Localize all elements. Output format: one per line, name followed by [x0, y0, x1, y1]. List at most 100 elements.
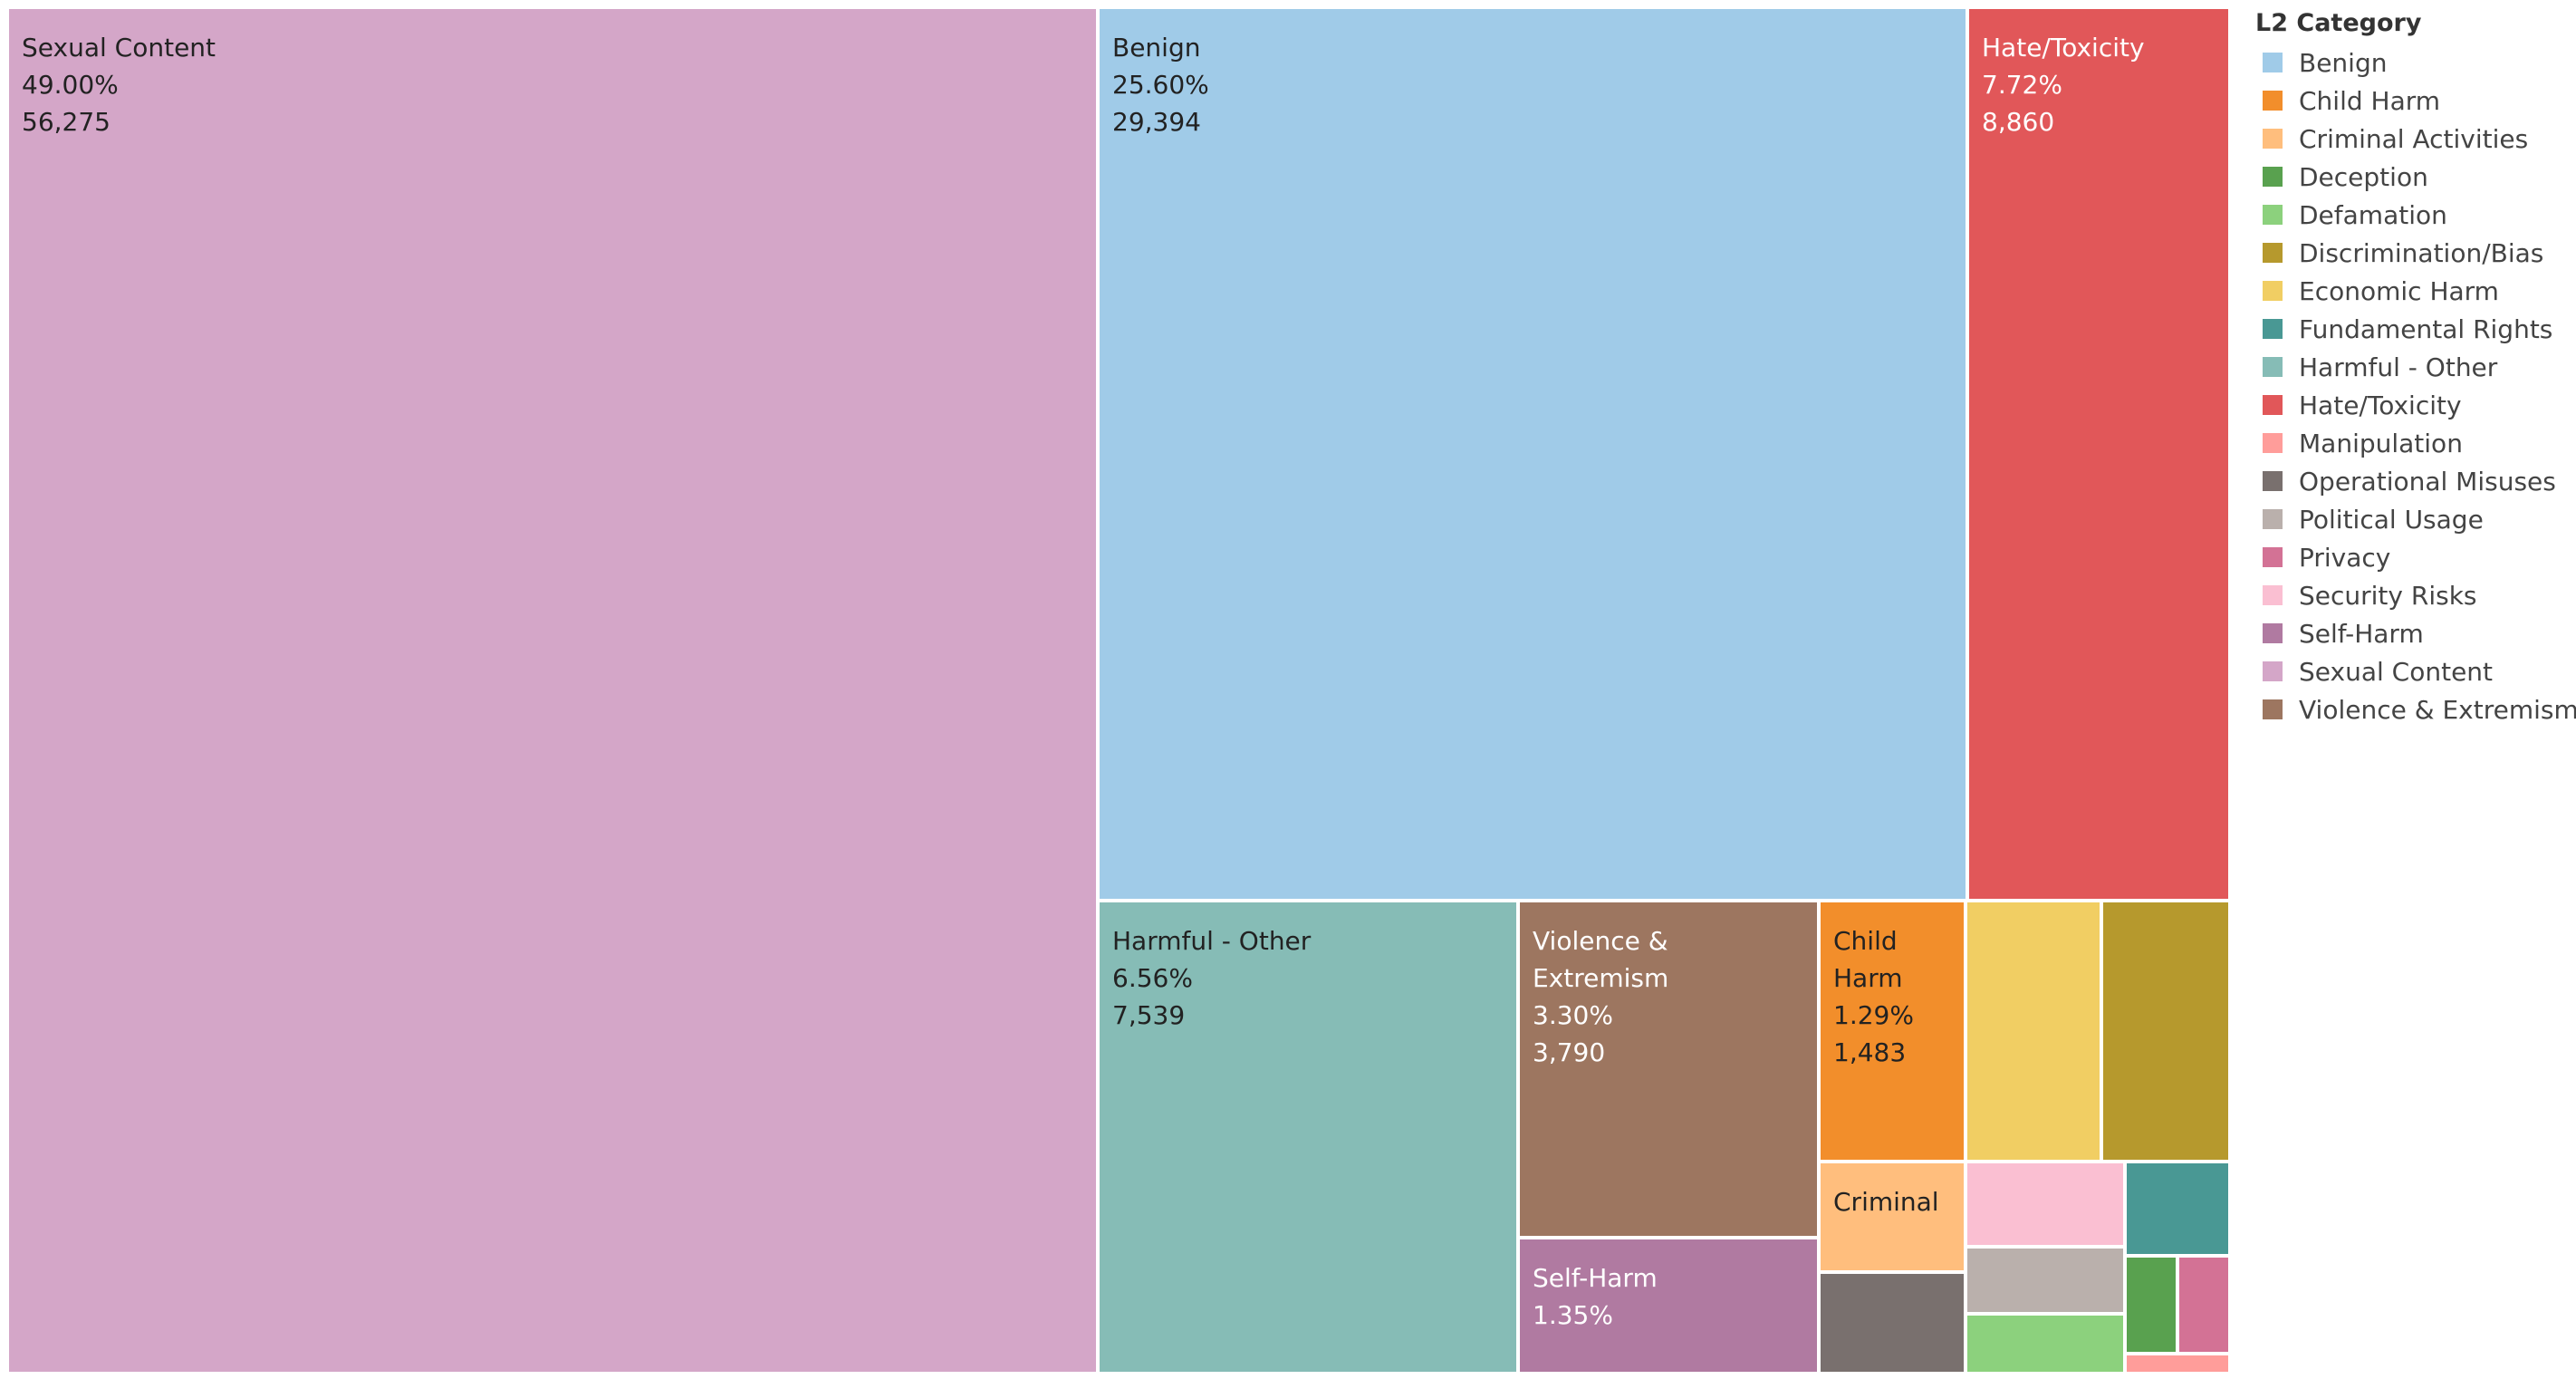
tile-percent-harmful-other: 6.56% [1112, 963, 1193, 993]
tile-harmful-other: Harmful - Other 6.56% 7,539 [1098, 901, 1518, 1374]
tile-name-violence-extremism: Violence & Extremism [1533, 926, 1669, 993]
tile-count-hate-toxicity: 8,860 [1982, 107, 2055, 137]
tile-privacy [2177, 1256, 2230, 1354]
legend-item-deception: Deception [2254, 158, 2576, 196]
legend-label-political-usage: Political Usage [2299, 504, 2484, 535]
legend-item-manipulation: Manipulation [2254, 424, 2576, 462]
tile-manipulation [2125, 1354, 2230, 1374]
legend-item-operational-misuses: Operational Misuses [2254, 462, 2576, 500]
tile-text-child-harm: Child Harm 1.29% 1,483 [1833, 922, 1958, 1071]
legend: L2 Category Benign Child Harm Criminal Act… [2254, 5, 2576, 728]
legend-label-sexual-content: Sexual Content [2299, 656, 2494, 687]
tile-count-sexual-content: 56,275 [22, 107, 111, 137]
legend-label-defamation: Defamation [2299, 199, 2447, 230]
legend-item-security-risks: Security Risks [2254, 576, 2576, 614]
tile-text-criminal-activities: Criminal [1833, 1183, 1958, 1220]
legend-item-violence-extremism: Violence & Extremism [2254, 690, 2576, 728]
legend-swatch-operational-misuses [2263, 471, 2283, 491]
tile-sexual-content: Sexual Content 49.00% 56,275 [7, 7, 1098, 1374]
legend-label-violence-extremism: Violence & Extremism [2299, 694, 2576, 725]
legend-swatch-defamation [2263, 205, 2283, 225]
tile-deception [2125, 1256, 2177, 1354]
legend-item-sexual-content: Sexual Content [2254, 652, 2576, 690]
legend-items: Benign Child Harm Criminal Activities Decep… [2254, 43, 2576, 728]
legend-item-self-harm: Self-Harm [2254, 614, 2576, 652]
tile-name-sexual-content: Sexual Content [22, 33, 216, 63]
legend-item-child-harm: Child Harm [2254, 82, 2576, 120]
tile-count-child-harm: 1,483 [1833, 1037, 1907, 1067]
tile-benign: Benign 25.60% 29,394 [1098, 7, 1967, 901]
legend-swatch-sexual-content [2263, 661, 2283, 681]
tile-name-harmful-other: Harmful - Other [1112, 926, 1312, 956]
tile-text-violence-extremism: Violence & Extremism 3.30% 3,790 [1533, 922, 1812, 1071]
tile-discrimination-bias [2101, 901, 2230, 1162]
legend-swatch-security-risks [2263, 585, 2283, 605]
legend-item-hate-toxicity: Hate/Toxicity [2254, 386, 2576, 424]
legend-label-security-risks: Security Risks [2299, 580, 2477, 611]
legend-swatch-hate-toxicity [2263, 395, 2283, 415]
legend-swatch-fundamental-rights [2263, 319, 2283, 339]
tile-percent-self-harm: 1.35% [1533, 1300, 1613, 1330]
tile-child-harm: Child Harm 1.29% 1,483 [1819, 901, 1966, 1162]
legend-label-benign: Benign [2299, 47, 2388, 78]
legend-item-benign: Benign [2254, 43, 2576, 82]
legend-label-deception: Deception [2299, 161, 2428, 192]
legend-swatch-privacy [2263, 547, 2283, 567]
legend-swatch-harmful-other [2263, 357, 2283, 377]
tile-hate-toxicity: Hate/Toxicity 7.72% 8,860 [1967, 7, 2230, 901]
legend-swatch-economic-harm [2263, 281, 2283, 301]
legend-label-manipulation: Manipulation [2299, 428, 2463, 458]
tile-percent-violence-extremism: 3.30% [1533, 1000, 1613, 1030]
tile-percent-sexual-content: 49.00% [22, 70, 119, 100]
legend-swatch-benign [2263, 53, 2283, 72]
legend-label-child-harm: Child Harm [2299, 85, 2441, 116]
legend-item-discrimination-bias: Discrimination/Bias [2254, 234, 2576, 272]
tile-name-benign: Benign [1112, 33, 1201, 63]
tile-defamation [1966, 1314, 2125, 1374]
tile-text-hate-toxicity: Hate/Toxicity 7.72% 8,860 [1982, 29, 2223, 140]
tile-name-self-harm: Self-Harm [1533, 1263, 1658, 1293]
legend-swatch-violence-extremism [2263, 699, 2283, 719]
tile-percent-hate-toxicity: 7.72% [1982, 70, 2062, 100]
legend-label-economic-harm: Economic Harm [2299, 275, 2499, 306]
tile-security-risks [1966, 1162, 2125, 1247]
tile-text-self-harm: Self-Harm 1.35% [1533, 1259, 1812, 1334]
legend-label-fundamental-rights: Fundamental Rights [2299, 313, 2553, 344]
tile-percent-child-harm: 1.29% [1833, 1000, 1914, 1030]
legend-swatch-criminal-activities [2263, 129, 2283, 149]
tile-violence-extremism: Violence & Extremism 3.30% 3,790 [1518, 901, 1819, 1238]
legend-item-criminal-activities: Criminal Activities [2254, 120, 2576, 158]
tile-operational-misuses [1819, 1272, 1966, 1374]
legend-item-political-usage: Political Usage [2254, 500, 2576, 538]
tile-economic-harm [1966, 901, 2101, 1162]
legend-item-harmful-other: Harmful - Other [2254, 348, 2576, 386]
tile-political-usage [1966, 1247, 2125, 1314]
legend-swatch-manipulation [2263, 433, 2283, 453]
legend-swatch-political-usage [2263, 509, 2283, 529]
legend-label-criminal-activities: Criminal Activities [2299, 123, 2529, 154]
legend-swatch-self-harm [2263, 623, 2283, 643]
legend-item-fundamental-rights: Fundamental Rights [2254, 310, 2576, 348]
tile-fundamental-rights [2125, 1162, 2230, 1256]
legend-label-discrimination-bias: Discrimination/Bias [2299, 237, 2544, 268]
tile-name-hate-toxicity: Hate/Toxicity [1982, 33, 2145, 63]
legend-swatch-child-harm [2263, 91, 2283, 111]
legend-label-operational-misuses: Operational Misuses [2299, 466, 2556, 497]
tile-self-harm: Self-Harm 1.35% [1518, 1238, 1819, 1374]
legend-label-harmful-other: Harmful - Other [2299, 352, 2498, 382]
legend-label-self-harm: Self-Harm [2299, 618, 2424, 649]
legend-item-defamation: Defamation [2254, 196, 2576, 234]
legend-title: L2 Category [2255, 9, 2422, 37]
legend-label-privacy: Privacy [2299, 542, 2391, 573]
legend-swatch-discrimination-bias [2263, 243, 2283, 263]
tile-criminal-activities: Criminal [1819, 1162, 1966, 1272]
tile-name-child-harm: Child Harm [1833, 926, 1903, 993]
tile-count-violence-extremism: 3,790 [1533, 1037, 1606, 1067]
legend-item-privacy: Privacy [2254, 538, 2576, 576]
legend-label-hate-toxicity: Hate/Toxicity [2299, 390, 2462, 420]
tile-text-harmful-other: Harmful - Other 6.56% 7,539 [1112, 922, 1511, 1034]
tile-text-benign: Benign 25.60% 29,394 [1112, 29, 1960, 140]
legend-swatch-deception [2263, 167, 2283, 187]
tile-count-benign: 29,394 [1112, 107, 1201, 137]
